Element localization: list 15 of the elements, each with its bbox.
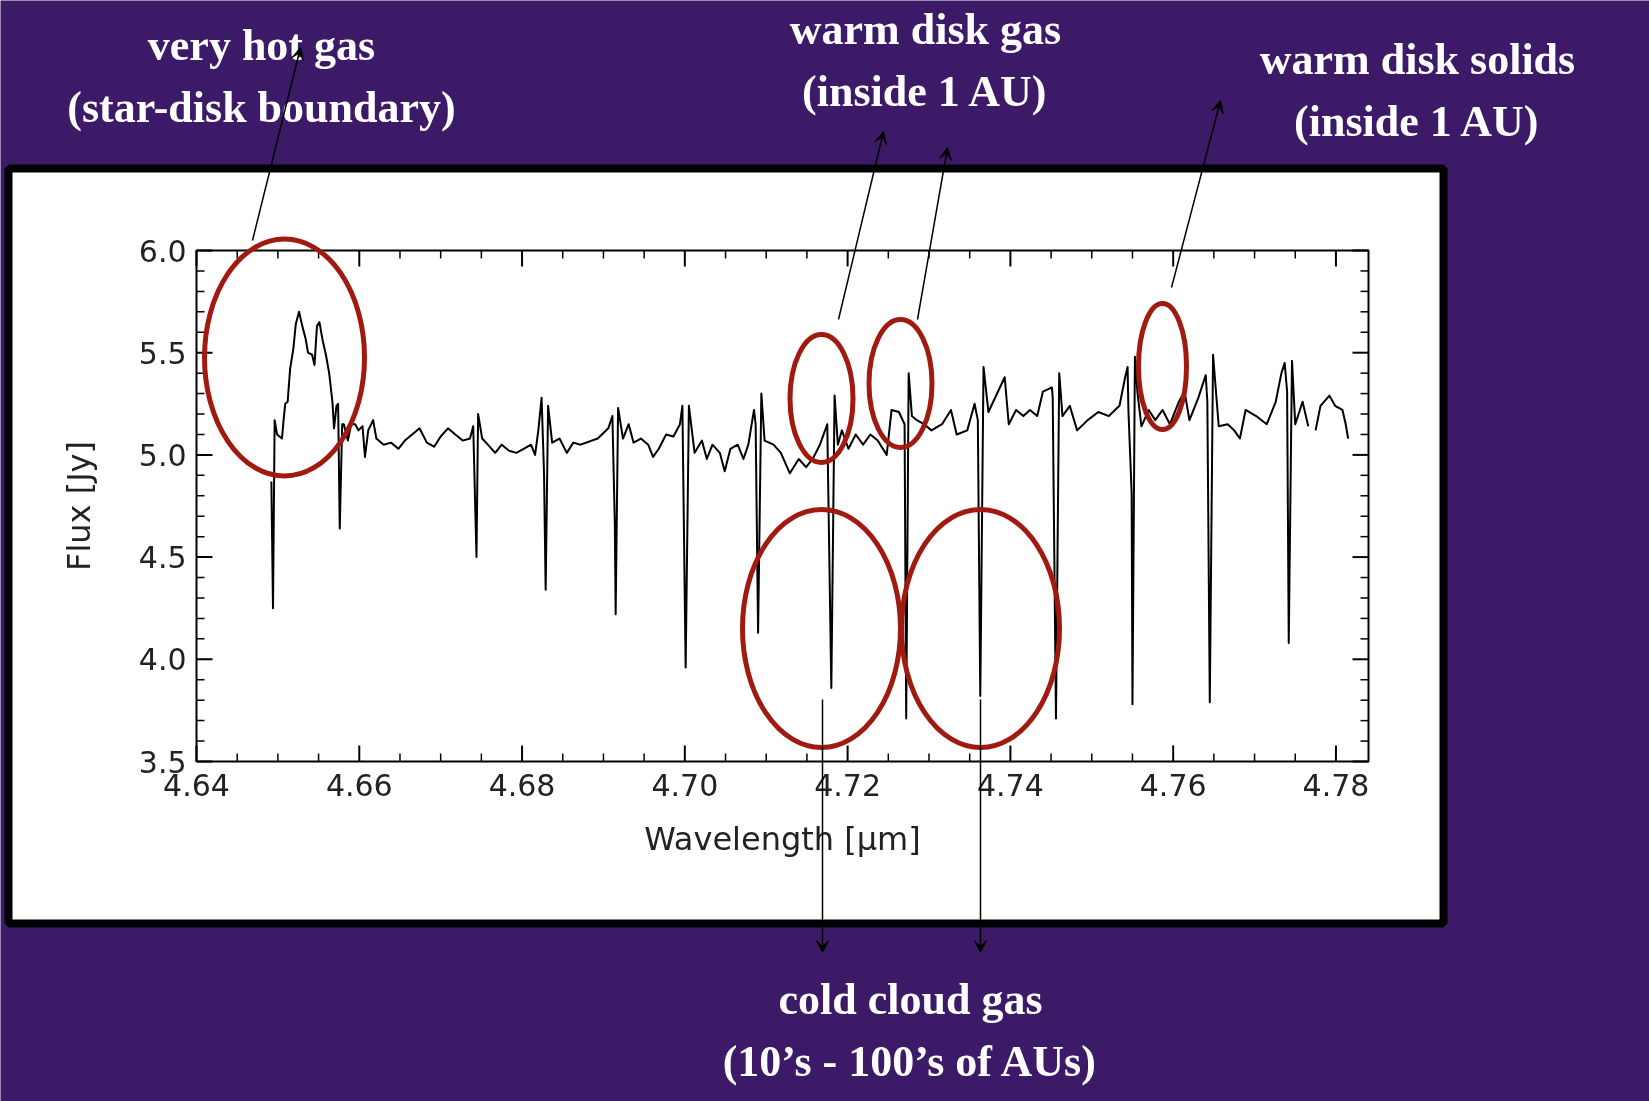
x-tick-label: 4.78 — [1302, 767, 1370, 803]
x-tick-label: 4.66 — [325, 767, 393, 803]
y-axis-title: Flux [Jy] — [59, 440, 98, 572]
y-tick-label: 4.0 — [138, 642, 187, 678]
y-tick-label: 5.0 — [138, 437, 187, 473]
y-tick-label: 6.0 — [138, 233, 187, 269]
x-tick-label: 4.76 — [1139, 767, 1207, 803]
y-tick-label: 5.5 — [138, 335, 187, 371]
y-tick-label: 4.5 — [138, 540, 187, 576]
text: warm disk solids (inside 1 AU) — [1259, 35, 1576, 146]
x-tick-label: 4.68 — [488, 767, 556, 803]
text: cold cloud gas (10’s - 100’s of AUs) — [722, 975, 1096, 1086]
x-tick-label: 4.70 — [651, 767, 719, 803]
text: very hot gas (star-disk boundary) — [67, 21, 456, 132]
text: warm disk gas (inside 1 AU) — [789, 5, 1062, 116]
